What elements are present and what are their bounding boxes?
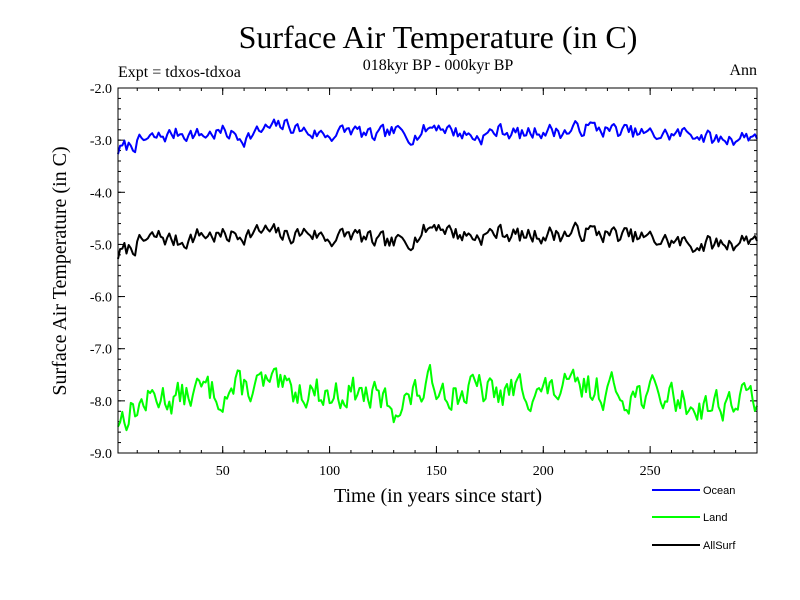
legend-label-allsurf: AllSurf [703,540,736,552]
y-tick-label: -8.0 [90,395,112,410]
y-tick-label: -9.0 [90,447,112,462]
chart-title: Surface Air Temperature (in C) [239,19,638,55]
y-tick-label: -5.0 [90,238,112,253]
x-tick-label: 100 [319,464,340,479]
legend-label-ocean: Ocean [703,485,735,497]
x-tick-label: 50 [216,464,230,479]
x-tick-label: 200 [533,464,554,479]
x-axis-title: Time (in years since start) [334,485,542,507]
axis-ticks: -9.0 -8.0 -7.0 -6.0 -5.0 -4.0 -3.0 -2.0 50 100 150… [90,82,757,479]
plot-frame [117,87,758,454]
y-tick-label: -4.0 [90,186,112,201]
y-tick-label: -2.0 [90,82,112,97]
experiment-label: Expt = tdxos-tdxoa [118,64,241,81]
series-line-ocean [117,118,758,155]
chart-subtitle: 018kyr BP - 000kyr BP [363,57,514,74]
series-line-land [117,364,758,432]
plot-series [117,118,758,432]
y-tick-label: -6.0 [90,291,112,306]
legend-label-land: Land [703,512,727,524]
legend: Ocean Land AllSurf [652,485,736,552]
period-label: Ann [729,62,757,79]
y-axis-title: Surface Air Temperature (in C) [49,146,71,395]
series-line-allsurf [117,221,758,260]
x-tick-label: 250 [640,464,661,479]
x-tick-label: 150 [426,464,447,479]
y-tick-label: -3.0 [90,134,112,149]
y-tick-label: -7.0 [90,343,112,358]
